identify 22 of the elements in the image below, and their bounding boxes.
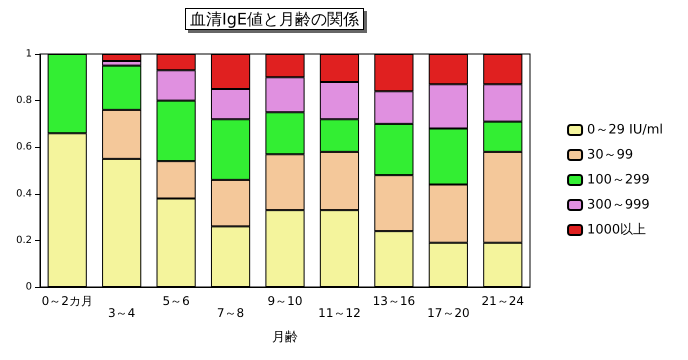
x-tick-label: 3～4	[108, 306, 136, 320]
legend-label: 30～99	[587, 148, 634, 162]
x-tick-label: 17～20	[427, 306, 470, 320]
legend-label: 100～299	[587, 172, 650, 188]
y-tick-label: 0.8	[16, 95, 32, 106]
x-tick-label: 9～10	[268, 294, 302, 308]
x-tick-label: 5～6	[162, 294, 190, 308]
y-tick-label: 0.2	[16, 234, 32, 246]
legend-label: 300～999	[587, 198, 650, 212]
x-tick-label: 21～24	[482, 294, 524, 308]
x-tick-label: 13～16	[372, 294, 416, 308]
y-tick-label: 1	[26, 48, 32, 60]
y-tick-label: 0.6	[16, 142, 32, 153]
chart-title: 血清IgE値と月齢の関係	[190, 10, 359, 28]
x-tick-label: 7～8	[216, 306, 244, 320]
y-tick-label: 0	[26, 282, 32, 292]
legend-label: 0～29 IU/ml	[587, 122, 664, 138]
x-tick-label: 11～12	[318, 306, 361, 320]
x-axis-title: 月齢	[272, 330, 298, 345]
x-tick-label: 0～2カ月	[42, 294, 93, 308]
y-tick-label: 0.4	[16, 188, 32, 200]
legend-label: 1000以上	[587, 222, 646, 238]
